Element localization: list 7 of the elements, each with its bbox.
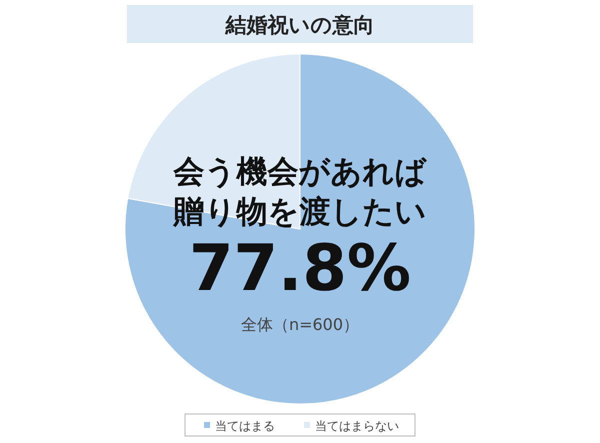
text: 贈り物を渡したい [172, 194, 426, 230]
chart-title: 結婚祝いの意向 [224, 13, 374, 37]
text: 会う機会があれば [172, 154, 428, 190]
legend-label: 当てはまる [215, 419, 275, 433]
legend-label: 当てはまらない [315, 419, 399, 433]
text: 全体（n=600） [240, 315, 360, 334]
text: 77.8% [188, 232, 412, 306]
